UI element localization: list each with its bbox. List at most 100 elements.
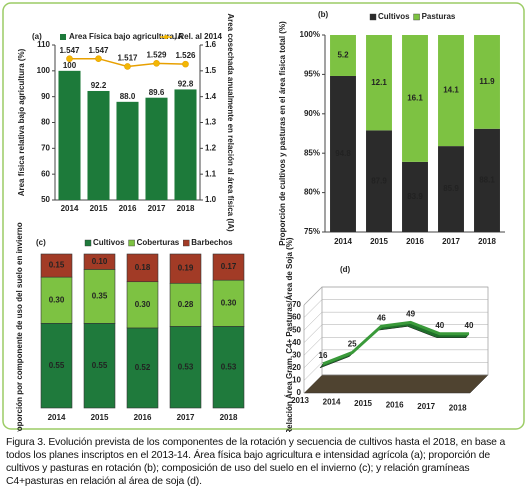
figure-frame — [2, 2, 525, 430]
data-label: 1.547 — [88, 46, 109, 55]
legend-label: Pasturas — [422, 12, 456, 21]
y-axis-label: Proporción por componente de uso del sue… — [15, 222, 24, 432]
grid-line — [303, 374, 488, 394]
y-tick-label: 85% — [304, 148, 320, 157]
x-tick-label: 2016 — [386, 401, 404, 410]
data-label: 14.1 — [443, 86, 459, 95]
legend-marker — [164, 35, 168, 39]
bar-segment — [83, 322, 116, 409]
line-marker — [95, 55, 102, 62]
data-label: 0.52 — [135, 363, 151, 372]
data-label: 0.55 — [92, 361, 108, 370]
legend-label: Coberturas — [137, 238, 180, 247]
bar-segment — [366, 35, 392, 131]
grid-line — [303, 324, 488, 343]
bar-segment — [402, 35, 428, 162]
data-label: 0.15 — [49, 261, 65, 270]
legend-label: Area Física bajo agricultura, Rel. al 20… — [69, 32, 223, 41]
y-tick-label: 90% — [304, 109, 320, 118]
y2-tick-label: 1.0 — [205, 195, 217, 204]
x-tick-label: 2018 — [177, 204, 195, 213]
data-label: 1.526 — [175, 51, 196, 60]
data-label: 0.30 — [135, 300, 151, 309]
data-label: 16 — [319, 351, 328, 360]
x-tick-label: 2017 — [148, 204, 166, 213]
bar-segment — [402, 161, 428, 232]
legend-label: IA — [175, 32, 183, 41]
data-label: 0.35 — [92, 291, 108, 300]
y-tick-label: 60 — [292, 313, 301, 322]
x-tick-label: 2015 — [90, 204, 108, 213]
data-label: 92.8 — [178, 80, 194, 89]
y-tick-label: 10 — [292, 376, 301, 385]
data-label: 85.9 — [443, 184, 459, 193]
legend-label: Cultivos — [93, 238, 125, 247]
bar — [87, 90, 110, 200]
bar-segment — [330, 75, 356, 232]
y2-axis-label: Area cosechada anualmente en relación al… — [226, 13, 235, 232]
y2-tick-label: 1.1 — [205, 169, 217, 178]
y-tick-label: 50 — [292, 325, 301, 334]
panel-label: (d) — [340, 265, 351, 274]
grid-line — [303, 311, 488, 331]
data-label: 12.1 — [371, 78, 387, 87]
y-axis-label: Proporción de cultivos y pasturas en el … — [278, 21, 287, 246]
x-tick-label: 2017 — [442, 237, 460, 246]
bar-segment — [212, 279, 245, 327]
y-tick-label: 75% — [304, 227, 320, 236]
x-tick-label: 2015 — [354, 399, 372, 408]
legend-swatch — [84, 239, 92, 247]
grid-line — [303, 299, 488, 318]
data-label: 0.17 — [221, 262, 237, 271]
bar-segment — [40, 322, 73, 409]
x-tick-label: 2018 — [220, 413, 238, 422]
x-tick-label: 2016 — [119, 204, 137, 213]
bar-segment — [212, 253, 245, 281]
y-tick-label: 110 — [37, 40, 50, 49]
y2-tick-label: 1.6 — [205, 40, 217, 49]
bar-segment — [126, 327, 159, 409]
y2-tick-label: 1.4 — [205, 92, 217, 101]
y2-tick-label: 1.3 — [205, 118, 217, 127]
y-tick-label: 40 — [292, 338, 301, 347]
x-tick-label: 2018 — [449, 404, 467, 413]
x-tick-label: 2014 — [48, 413, 66, 422]
x-tick-label: 2015 — [91, 413, 109, 422]
bar-segment — [40, 276, 73, 324]
data-label: 0.55 — [49, 361, 65, 370]
data-label: 0.53 — [221, 362, 237, 371]
line-marker — [66, 55, 73, 62]
data-label: 0.28 — [178, 300, 194, 309]
y2-tick-label: 1.2 — [205, 143, 217, 152]
data-label: 49 — [406, 310, 415, 319]
line-marker — [182, 60, 189, 68]
x-tick-label: 2014 — [61, 204, 79, 213]
bar-segment — [40, 253, 73, 278]
y-tick-label: 50 — [41, 195, 50, 204]
bar-segment — [126, 253, 159, 283]
panel-label: (b) — [318, 10, 329, 19]
y-tick-label: 90 — [41, 92, 50, 101]
x-tick-label: 2013 — [291, 396, 309, 405]
legend-swatch — [413, 13, 420, 21]
data-label: 87.9 — [371, 176, 387, 185]
y-tick-label: 80% — [304, 188, 320, 197]
bar-segment — [83, 253, 116, 270]
data-label: 1.517 — [117, 54, 138, 63]
floor — [303, 374, 489, 394]
data-label: 83.9 — [407, 192, 423, 201]
panel-label: (c) — [36, 238, 46, 247]
data-label: 46 — [377, 313, 386, 322]
x-tick-label: 2014 — [323, 398, 341, 407]
x-tick-label: 2016 — [406, 237, 424, 246]
data-label: 1.547 — [59, 46, 80, 55]
x-tick-label: 2015 — [370, 237, 388, 246]
legend-label: Cultivos — [378, 12, 410, 21]
bar-segment — [83, 269, 116, 324]
back-wall — [321, 286, 489, 376]
data-label: 25 — [348, 340, 357, 349]
bar — [116, 101, 139, 200]
bar — [58, 70, 81, 200]
grid-line — [303, 362, 488, 381]
figure: 50607080901001101.01.11.21.31.41.51.6Are… — [2, 2, 525, 440]
